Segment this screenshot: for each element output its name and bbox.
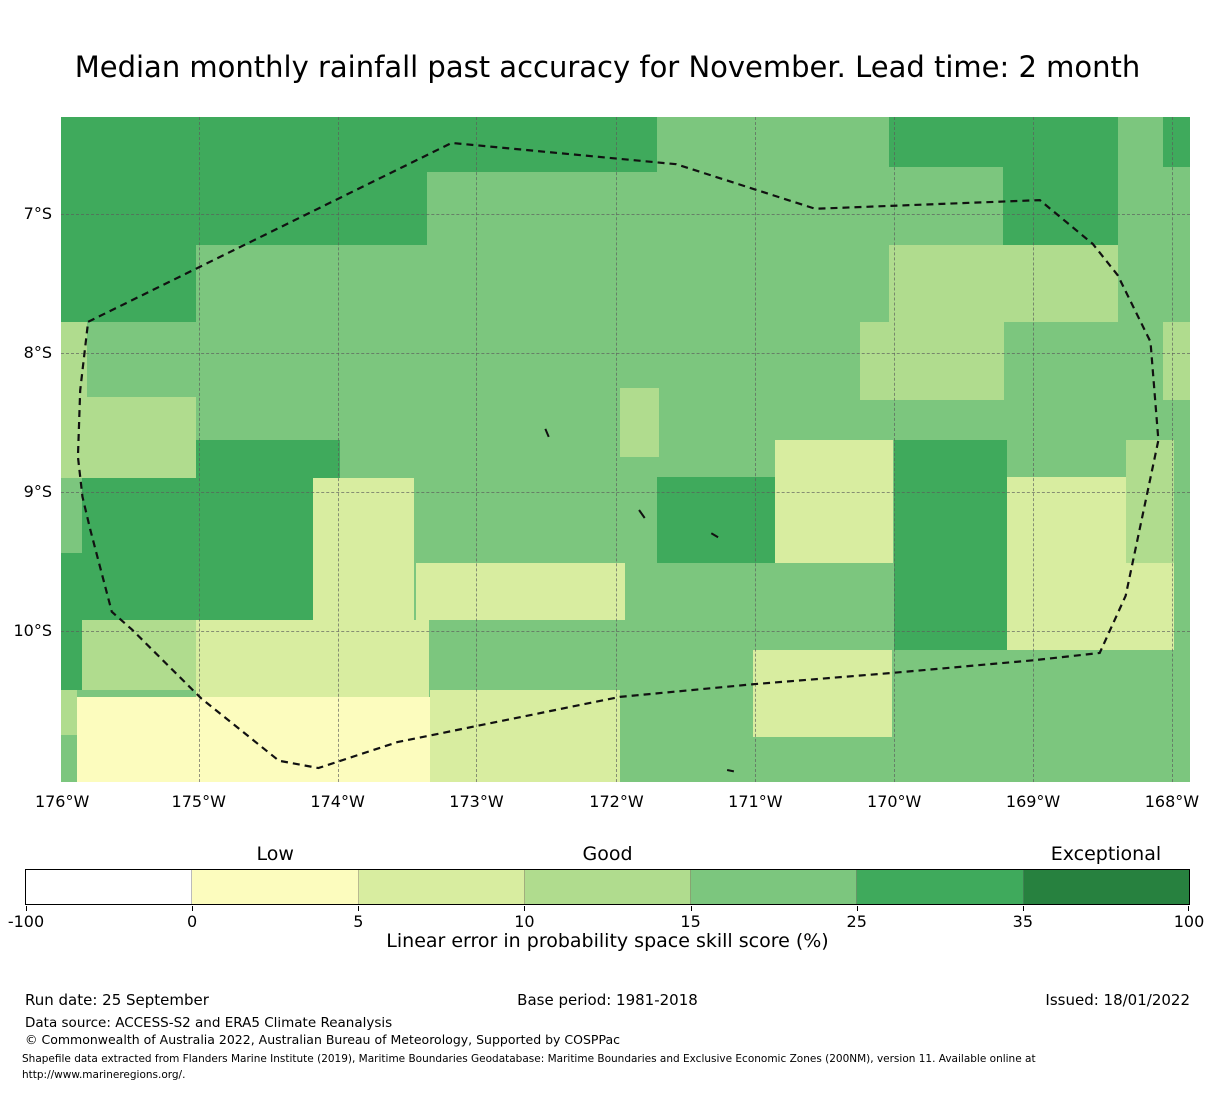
x-tick-label: 176°W <box>34 792 90 811</box>
eez-boundary-line <box>78 143 1158 768</box>
colorbar-legend: Low Good Exceptional -100 0 5 10 15 25 35 100 <box>8 842 1204 931</box>
colorbar-category-label: Good <box>582 843 633 865</box>
x-tick-label: 168°W <box>1144 792 1200 811</box>
map-cell <box>61 321 87 479</box>
map-cell <box>312 478 415 621</box>
colorbar-category-label: Exceptional <box>1050 843 1162 865</box>
latitude-gridline <box>61 214 1190 216</box>
eez-boundary-svg <box>61 117 1190 782</box>
colorbar-segment <box>192 870 359 904</box>
y-tick-label: 9°S <box>23 482 52 502</box>
y-tick-label: 7°S <box>23 204 52 224</box>
x-tick-label: 174°W <box>310 792 365 811</box>
colorbar-segment <box>26 870 193 904</box>
colorbar-tick-mark <box>192 906 194 911</box>
map-cell <box>619 388 660 458</box>
colorbar-tick-label: 25 <box>846 912 867 931</box>
island-mark <box>639 510 645 518</box>
island-mark <box>545 429 548 437</box>
colorbar-category-label: Low <box>256 843 294 865</box>
data-source-text: Data source: ACCESS-S2 and ERA5 Climate … <box>25 1015 393 1031</box>
map-cell <box>894 440 1008 651</box>
island-mark <box>727 770 734 771</box>
map-cell <box>888 117 1118 167</box>
x-tick-label: 175°W <box>171 792 226 811</box>
map-cell <box>86 396 197 479</box>
y-tick-label: 8°S <box>23 343 52 363</box>
colorbar-tick-mark <box>690 906 692 911</box>
map-cell <box>61 117 197 322</box>
colorbar-tick-label: 15 <box>680 912 701 931</box>
base-period-text: Base period: 1981-2018 <box>517 991 698 1009</box>
map-cell <box>196 117 427 245</box>
issued-date-text: Issued: 18/01/2022 <box>1045 991 1190 1009</box>
map-cell <box>860 321 1004 400</box>
colorbar-caption: Linear error in probability space skill … <box>386 930 829 952</box>
longitude-gridline <box>476 117 478 782</box>
island-marks <box>545 429 734 771</box>
colorbar-tick-mark <box>358 906 360 911</box>
longitude-gridline <box>337 117 339 782</box>
colorbar-tick-label: 35 <box>1012 912 1034 931</box>
map-cell <box>1162 117 1190 167</box>
map-cell <box>82 478 313 621</box>
map-cell <box>61 553 83 691</box>
map-cell <box>426 117 658 173</box>
longitude-gridline <box>755 117 757 782</box>
map-cell <box>1162 321 1190 400</box>
map-cell <box>1002 166 1118 245</box>
colorbar-segment <box>691 870 858 904</box>
map-cell <box>657 476 775 563</box>
map-cell <box>1125 440 1175 564</box>
copyright-text: © Commonwealth of Australia 2022, Austra… <box>25 1032 620 1047</box>
colorbar-tick-mark <box>1022 906 1024 911</box>
y-tick-label: 10°S <box>13 621 52 641</box>
map-cell <box>196 440 340 479</box>
x-tick-label: 172°W <box>589 792 644 811</box>
run-date-text: Run date: 25 September <box>25 991 209 1009</box>
colorbar-tick-mark <box>1188 906 1189 911</box>
longitude-gridline <box>1171 117 1173 782</box>
map-cell <box>430 690 620 782</box>
longitude-gridline <box>894 117 896 782</box>
longitude-gridline <box>1033 117 1035 782</box>
skill-score-map <box>61 117 1190 782</box>
colorbar-tick-mark <box>26 906 27 911</box>
map-cell <box>61 690 77 736</box>
colorbar-tick-label: 10 <box>514 912 535 931</box>
colorbar-segment <box>358 870 525 904</box>
map-cell <box>415 563 626 621</box>
colorbar-segment <box>1023 870 1189 904</box>
colorbar-tick-label: 100 <box>1173 912 1205 931</box>
island-mark <box>711 533 718 537</box>
colorbar-tick-mark <box>524 906 526 911</box>
x-tick-label: 169°W <box>1005 792 1061 811</box>
latitude-gridline <box>61 492 1190 494</box>
latitude-gridline <box>61 631 1190 633</box>
latitude-gridline <box>61 353 1190 355</box>
colorbar-segment <box>857 870 1024 904</box>
x-tick-label: 171°W <box>728 792 783 811</box>
map-cell <box>1125 563 1175 651</box>
colorbar-tick-label: 0 <box>187 912 198 931</box>
map-cell <box>196 619 430 697</box>
x-tick-label: 170°W <box>867 792 922 811</box>
longitude-gridline <box>616 117 618 782</box>
map-cell <box>888 244 1118 322</box>
colorbar-segment <box>524 870 692 904</box>
shapefile-attribution-text: Shapefile data extracted from Flanders M… <box>22 1053 1036 1081</box>
colorbar-tick-label: -100 <box>7 912 45 931</box>
map-cell <box>1007 476 1126 650</box>
longitude-gridline <box>198 117 200 782</box>
colorbar-tick-mark <box>856 906 858 911</box>
colorbar: Low Good Exceptional -100 0 5 10 15 25 35 100 <box>8 843 1204 931</box>
x-tick-label: 173°W <box>449 792 504 811</box>
page-title: Median monthly rainfall past accuracy fo… <box>74 50 1141 84</box>
colorbar-tick-label: 5 <box>353 912 364 931</box>
map-cell <box>753 650 892 738</box>
map-cell <box>774 440 894 564</box>
